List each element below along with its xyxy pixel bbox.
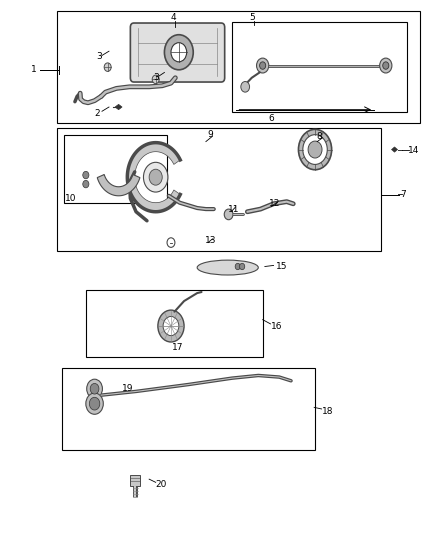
FancyBboxPatch shape — [131, 23, 225, 82]
Polygon shape — [115, 104, 122, 110]
Circle shape — [241, 82, 250, 92]
Circle shape — [260, 62, 266, 69]
Bar — [64, 135, 166, 203]
Text: 20: 20 — [155, 480, 167, 489]
Text: 16: 16 — [271, 321, 282, 330]
Circle shape — [104, 63, 111, 71]
Circle shape — [257, 58, 269, 73]
Text: 10: 10 — [65, 194, 76, 203]
Text: 9: 9 — [207, 130, 213, 139]
Circle shape — [235, 263, 240, 270]
Text: 4: 4 — [170, 13, 176, 22]
Bar — [57, 128, 381, 251]
Text: 1: 1 — [31, 66, 36, 74]
Circle shape — [308, 141, 322, 158]
Text: 3: 3 — [153, 73, 159, 82]
Text: 5: 5 — [249, 13, 254, 22]
Text: 12: 12 — [269, 199, 281, 208]
Text: 15: 15 — [276, 262, 287, 271]
Circle shape — [167, 238, 175, 247]
Text: 7: 7 — [400, 190, 406, 199]
Circle shape — [87, 379, 102, 398]
Circle shape — [149, 169, 162, 185]
Circle shape — [90, 383, 99, 394]
Text: 8: 8 — [317, 132, 322, 141]
Circle shape — [152, 75, 159, 84]
Text: 11: 11 — [228, 205, 239, 214]
Bar — [62, 368, 315, 450]
Circle shape — [380, 58, 392, 73]
Circle shape — [224, 209, 233, 220]
Circle shape — [86, 393, 103, 414]
Bar — [57, 11, 420, 123]
Circle shape — [303, 135, 327, 165]
Circle shape — [89, 397, 100, 410]
Circle shape — [240, 263, 245, 270]
Polygon shape — [127, 143, 180, 212]
Text: 13: 13 — [205, 237, 216, 246]
Circle shape — [83, 180, 89, 188]
Text: 18: 18 — [321, 407, 333, 416]
Bar — [232, 22, 407, 112]
Circle shape — [164, 35, 193, 70]
Polygon shape — [392, 147, 398, 152]
Text: 19: 19 — [122, 384, 133, 393]
Text: 2: 2 — [94, 109, 99, 118]
Circle shape — [171, 43, 187, 62]
Text: 17: 17 — [172, 343, 183, 352]
FancyBboxPatch shape — [130, 475, 141, 486]
Polygon shape — [97, 174, 140, 196]
Text: 3: 3 — [96, 52, 102, 61]
Circle shape — [144, 163, 168, 192]
Circle shape — [163, 317, 179, 336]
Bar — [86, 290, 263, 357]
Circle shape — [298, 130, 332, 169]
Circle shape — [83, 171, 89, 179]
Circle shape — [383, 62, 389, 69]
Text: 14: 14 — [408, 146, 419, 155]
Circle shape — [158, 310, 184, 342]
Text: 6: 6 — [268, 114, 274, 123]
Ellipse shape — [197, 260, 258, 275]
